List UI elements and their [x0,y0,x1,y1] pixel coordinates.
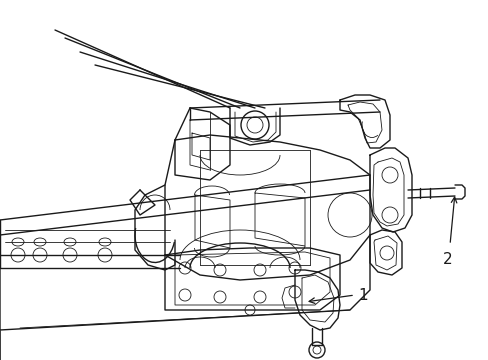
Text: 2: 2 [442,252,452,267]
Text: 1: 1 [357,288,367,302]
